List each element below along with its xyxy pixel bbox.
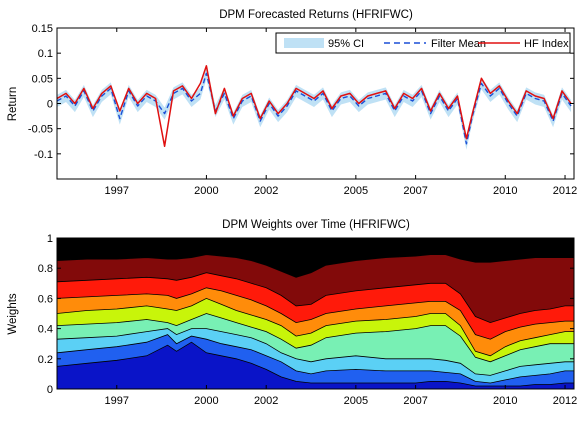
weight-boundary-5	[56, 297, 574, 357]
legend: 95% CI Filter Mean HF Index	[275, 32, 571, 54]
ci-band	[57, 67, 571, 150]
legend-swatch-ci	[284, 38, 324, 48]
returns-y-tick-label: -0.1	[34, 149, 53, 161]
returns-chart: DPM Forecasted Returns (HFRIFWC) -0.1-0.…	[7, 9, 577, 197]
weights-x-tick-label: 1997	[105, 395, 129, 407]
returns-y-tick-label: -0.05	[28, 124, 53, 136]
weights-y-tick-label: 1	[47, 233, 53, 245]
returns-y-label: Return	[7, 87, 19, 122]
weight-band-5	[57, 298, 574, 362]
weight-boundary-7	[56, 272, 574, 324]
legend-box	[275, 32, 571, 54]
weights-x-tick-label: 2012	[553, 395, 577, 407]
returns-y-tick-label: 0.1	[38, 48, 53, 60]
weight-band-9	[57, 238, 574, 278]
weights-x-tick-label: 2010	[493, 395, 517, 407]
returns-x-tick-label: 2010	[493, 185, 517, 197]
legend-label-ci: 95% CI	[328, 38, 364, 50]
weights-chart: DPM Weights over Time (HFRIFWC) 00.20.40…	[7, 219, 577, 407]
returns-x-tick-label: 2012	[553, 185, 577, 197]
weights-x-tick-label: 2000	[194, 395, 218, 407]
weights-x-tick-label: 2002	[254, 395, 278, 407]
weights-chart-title: DPM Weights over Time (HFRIFWC)	[222, 219, 410, 231]
weights-y-tick-label: 0	[47, 384, 53, 396]
weight-band-7	[57, 272, 574, 340]
weight-boundary-4	[56, 313, 574, 363]
series-line-filter-mean	[56, 72, 572, 145]
weights-x-tick-label: 2007	[403, 395, 427, 407]
weight-boundary-6	[56, 287, 574, 340]
weights-y-ticks: 0 0.2 0.4 0.6 0.8 1	[38, 233, 574, 396]
weights-y-tick-label: 0.8	[38, 263, 53, 275]
returns-y-tick-label: 0	[47, 99, 53, 111]
returns-x-tick-label: 2000	[194, 185, 218, 197]
returns-x-ticks: 1997 2000 2002 2005 2007 2010 2012	[105, 28, 577, 197]
weight-boundary-2	[56, 334, 574, 384]
weight-band-1	[57, 342, 574, 389]
weight-boundary-1	[56, 341, 574, 387]
weight-boundary-8	[56, 254, 574, 278]
weights-y-tick-label: 0.6	[38, 293, 53, 305]
weights-x-tick-label: 2005	[344, 395, 368, 407]
returns-x-tick-label: 2007	[403, 185, 427, 197]
weights-axes-frame	[56, 237, 575, 390]
returns-y-ticks: -0.1 -0.05 0 0.05 0.1 0.15	[28, 23, 574, 161]
weights-x-ticks: 1997 2000 2002 2005 2007 2010 2012	[105, 238, 577, 407]
series-line-hf-index	[56, 65, 572, 148]
weight-band-8	[57, 254, 574, 323]
ci-band-area	[57, 67, 571, 150]
returns-chart-title: DPM Forecasted Returns (HFRIFWC)	[219, 9, 413, 21]
weights-y-label: Weights	[7, 293, 19, 335]
returns-lines	[56, 65, 572, 148]
weight-band-6	[57, 287, 574, 356]
weights-y-tick-label: 0.2	[38, 354, 53, 366]
returns-x-tick-label: 1997	[105, 185, 129, 197]
legend-label-hf-index: HF Index	[524, 38, 569, 50]
weight-band-3	[57, 328, 574, 383]
returns-y-tick-label: 0.15	[32, 23, 53, 35]
weight-boundary-3	[56, 328, 574, 376]
legend-label-filter-mean: Filter Mean	[431, 38, 486, 50]
returns-x-tick-label: 2002	[254, 185, 278, 197]
weight-band-2	[57, 334, 574, 386]
returns-x-tick-label: 2005	[344, 185, 368, 197]
weights-stacked-areas	[56, 238, 574, 389]
weights-y-tick-label: 0.4	[38, 324, 53, 336]
returns-y-tick-label: 0.05	[32, 73, 53, 85]
